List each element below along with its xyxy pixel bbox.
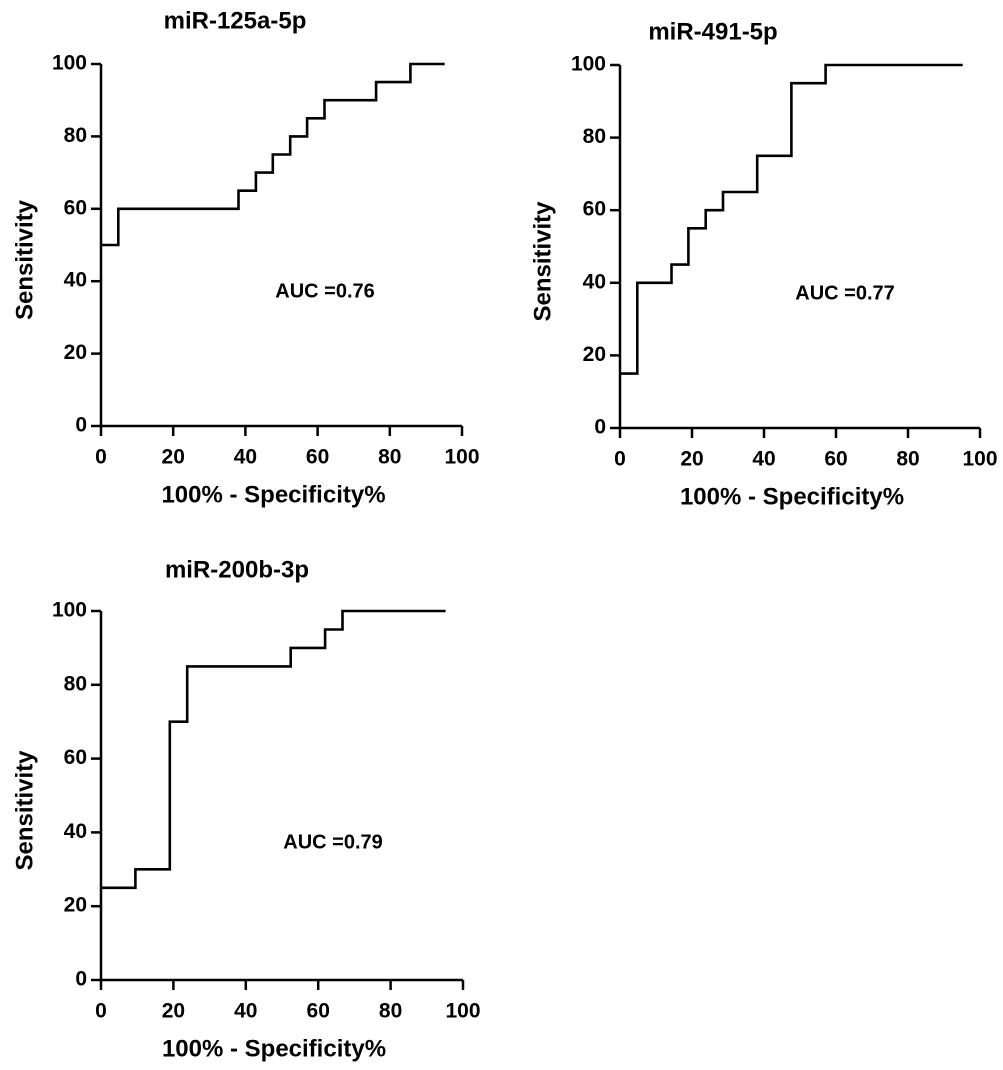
y-tick-label: 40 — [583, 270, 606, 293]
auc-annotation: AUC =0.77 — [795, 282, 895, 304]
roc-panel: miR-125a-5p 0 20 40 60 80 100 0 20 40 60 80 100 100% … — [11, 7, 479, 508]
x-tick-label: 40 — [234, 1000, 257, 1023]
x-tick-label: 100 — [445, 1000, 480, 1023]
y-tick-label: 100 — [52, 599, 87, 622]
roc-curve-line — [101, 609, 446, 890]
x-tick-label: 40 — [234, 446, 257, 469]
x-tick-label: 80 — [378, 446, 401, 469]
y-axis-label: Sensitivity — [529, 201, 556, 322]
x-axis-label: 100% - Specificity% — [162, 1035, 386, 1062]
y-tick-label: 0 — [594, 416, 606, 439]
y-tick-label: 60 — [583, 198, 606, 221]
y-tick-label: 20 — [583, 343, 606, 366]
x-tick-label: 80 — [896, 448, 919, 471]
y-tick-label: 20 — [64, 341, 87, 364]
y-tick-label: 80 — [64, 672, 87, 695]
x-tick-label: 0 — [95, 446, 107, 469]
roc-curve-line — [101, 62, 445, 247]
x-tick-label: 100 — [444, 446, 479, 469]
y-tick-label: 0 — [75, 968, 87, 991]
y-tick-label: 0 — [75, 414, 87, 437]
y-tick-label: 60 — [64, 196, 87, 219]
y-axis-label: Sensitivity — [11, 199, 38, 320]
x-tick-label: 40 — [752, 448, 775, 471]
chart-title: miR-491-5p — [648, 18, 777, 45]
x-tick-label: 20 — [162, 1000, 185, 1023]
x-axis-label: 100% - Specificity% — [161, 481, 385, 508]
y-tick-label: 20 — [64, 894, 87, 917]
roc-curve-line — [620, 63, 963, 375]
x-tick-label: 20 — [162, 446, 185, 469]
x-tick-label: 0 — [614, 448, 626, 471]
x-tick-label: 60 — [307, 1000, 330, 1023]
y-tick-label: 80 — [64, 124, 87, 147]
y-tick-label: 80 — [583, 125, 606, 148]
auc-annotation: AUC =0.76 — [275, 280, 375, 302]
y-tick-label: 40 — [64, 820, 87, 843]
y-tick-label: 60 — [64, 746, 87, 769]
x-tick-label: 0 — [95, 1000, 107, 1023]
x-axis-label: 100% - Specificity% — [680, 483, 904, 510]
chart-title: miR-200b-3p — [165, 556, 309, 583]
x-tick-label: 60 — [824, 448, 847, 471]
chart-title: miR-125a-5p — [164, 7, 307, 34]
auc-annotation: AUC =0.79 — [283, 831, 383, 853]
x-tick-label: 100 — [962, 448, 997, 471]
roc-panel: miR-491-5p 0 20 40 60 80 100 0 20 40 60 80 100 100% -… — [529, 18, 997, 510]
y-tick-label: 100 — [52, 52, 87, 75]
x-tick-label: 60 — [306, 446, 329, 469]
y-tick-label: 40 — [64, 269, 87, 292]
y-tick-label: 100 — [571, 53, 606, 76]
x-tick-label: 20 — [680, 448, 703, 471]
roc-panel: miR-200b-3p 0 20 40 60 80 100 0 20 40 60 80 100 100% … — [11, 556, 480, 1062]
y-axis-label: Sensitivity — [11, 750, 38, 871]
x-tick-label: 80 — [379, 1000, 402, 1023]
